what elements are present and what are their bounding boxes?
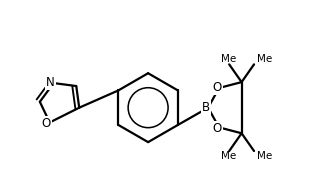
Text: N: N: [46, 76, 55, 89]
Text: Me: Me: [221, 54, 236, 64]
Text: O: O: [41, 117, 51, 130]
Text: Me: Me: [221, 151, 236, 161]
Text: Me: Me: [257, 54, 272, 64]
Text: Me: Me: [257, 151, 272, 161]
Text: O: O: [212, 122, 222, 135]
Text: B: B: [202, 101, 210, 114]
Text: O: O: [212, 80, 222, 93]
